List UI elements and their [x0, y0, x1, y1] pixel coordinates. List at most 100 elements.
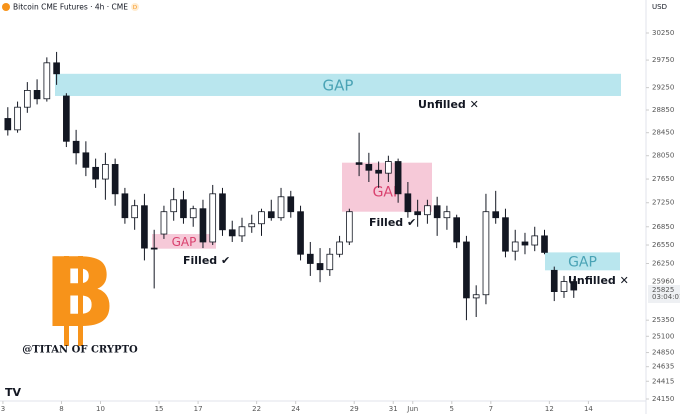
gap-label: GAP: [323, 76, 354, 94]
y-tick-label: 27250: [652, 199, 674, 207]
x-tick-label: 14: [584, 405, 593, 413]
candle-body: [53, 62, 60, 75]
x-tick-label: Jun: [406, 405, 418, 413]
candle-body: [102, 164, 109, 180]
currency: USD: [652, 3, 667, 11]
candle-body: [414, 211, 421, 216]
y-tick-label: 25350: [652, 316, 674, 324]
candle-body: [492, 211, 500, 219]
gap-box: [55, 73, 621, 96]
candle-body: [326, 253, 334, 271]
candle-body: [82, 152, 90, 168]
countdown: 03:04:01: [652, 293, 680, 301]
candle-body: [463, 241, 470, 299]
candle-body: [170, 199, 178, 213]
y-tick-label: 28050: [652, 152, 674, 160]
candle-body: [141, 205, 148, 249]
y-tick-label: 27650: [652, 175, 674, 183]
y-tick-label: 28850: [652, 106, 674, 114]
candle-body: [306, 253, 314, 264]
candle-body: [180, 199, 187, 219]
x-tick-label: 22: [252, 405, 261, 413]
gap-note: Filled ✔: [369, 216, 416, 229]
tradingview-logo: TV: [5, 386, 22, 399]
x-tick-label: 8: [59, 405, 63, 413]
candle-body: [570, 281, 578, 291]
candle-body: [219, 193, 226, 231]
candle-body: [199, 208, 207, 243]
candle-body: [258, 211, 265, 225]
last-price-box: [648, 285, 680, 304]
candle-body: [541, 235, 548, 253]
y-tick-label: 26550: [652, 241, 674, 249]
candle-body: [228, 229, 236, 237]
price-label: 25825: [652, 286, 674, 294]
candle-body: [238, 226, 246, 237]
candle-body: [111, 164, 119, 195]
candle-body: [160, 211, 168, 235]
candle-body: [63, 95, 70, 142]
candle-body: [550, 269, 558, 292]
candle-body: [472, 294, 480, 299]
y-tick-label: 25100: [652, 332, 674, 340]
candle-body: [14, 106, 21, 131]
price-label-box: [648, 276, 680, 287]
symbol-icon: [2, 3, 10, 11]
price-label: 25960: [652, 278, 674, 286]
y-tick-label: 24850: [652, 349, 674, 357]
x-tick-label: 7: [489, 405, 493, 413]
x-tick-label: 24: [291, 405, 300, 413]
candle-body: [560, 281, 568, 292]
candle-body: [23, 90, 31, 108]
x-tick-label: 31: [389, 405, 398, 413]
candle-body: [443, 211, 451, 219]
bitcoin-logo: B: [44, 239, 116, 349]
candle-body: [33, 90, 41, 100]
candle-body: [72, 140, 80, 154]
candle-body: [297, 211, 304, 255]
candle-body: [375, 169, 382, 174]
x-tick-label: 10: [96, 405, 105, 413]
y-tick-label: 24635: [652, 363, 674, 371]
x-tick-label: 5: [450, 405, 454, 413]
candle-body: [511, 241, 519, 252]
y-tick-label: 29250: [652, 84, 674, 92]
candle-body: [346, 211, 353, 243]
gap-label: GAP: [172, 235, 197, 249]
candle-body: [131, 205, 138, 219]
x-tick-label: 17: [194, 405, 203, 413]
x-tick-label: 29: [350, 405, 359, 413]
gap-note: Unfilled ✕: [568, 274, 629, 287]
candle-body: [453, 217, 460, 243]
gap-note: Filled ✔: [183, 254, 230, 267]
candle-body: [316, 263, 324, 271]
candle-body: [521, 241, 529, 246]
gap-box: [545, 252, 620, 271]
candle-body: [502, 217, 509, 252]
candle-body: [267, 211, 275, 219]
x-tick-label: 15: [155, 405, 164, 413]
candle-body: [277, 196, 285, 219]
gap-label: GAP: [568, 254, 597, 270]
candle-body: [92, 166, 99, 180]
watermark: @TITAN OF CRYPTO: [22, 345, 138, 356]
gap-label: GAP: [373, 185, 402, 201]
gap-note: Unfilled ✕: [418, 98, 479, 111]
candle-body: [424, 205, 431, 216]
y-tick-label: 24415: [652, 377, 674, 385]
y-tick-label: 24150: [652, 395, 674, 403]
candle-body: [248, 223, 256, 228]
candle-body: [4, 118, 12, 131]
candle-body: [482, 211, 490, 296]
candle-body: [404, 193, 412, 213]
x-tick-label: 12: [545, 405, 554, 413]
candle-body: [336, 241, 343, 255]
badge: D: [133, 5, 137, 11]
y-tick-label: 30250: [652, 29, 674, 37]
candle-body: [209, 193, 217, 243]
candle-body: [121, 193, 129, 219]
candle-body: [43, 62, 51, 100]
chart-title: Bitcoin CME Futures · 4h · CME: [13, 3, 128, 12]
candle-body: [150, 247, 158, 250]
